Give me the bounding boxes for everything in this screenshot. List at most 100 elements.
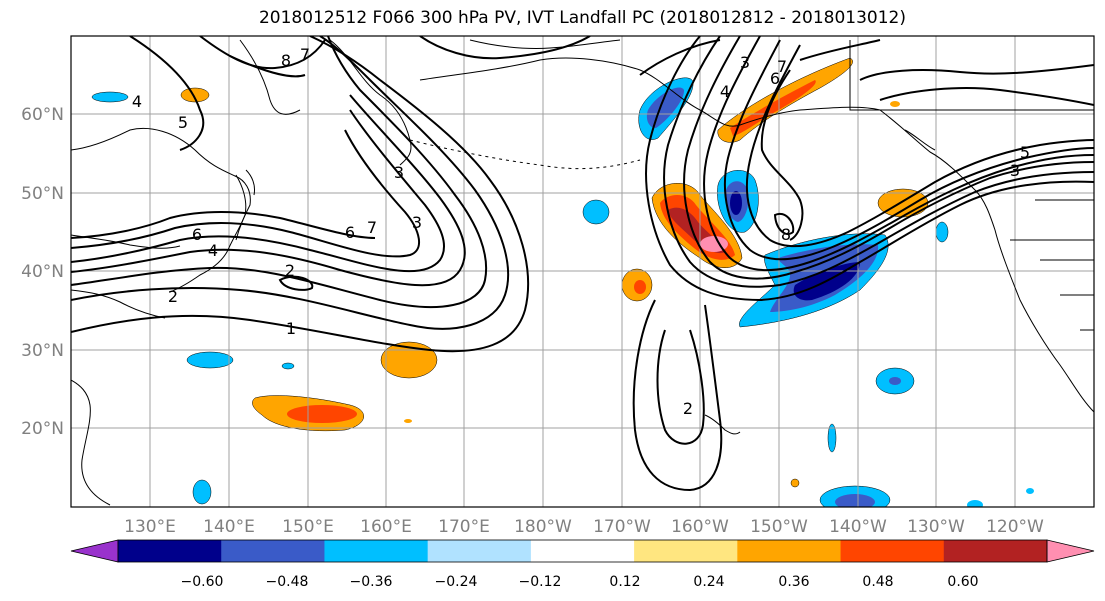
contour-trough <box>703 36 1094 272</box>
neg-anomaly-patch <box>91 91 129 103</box>
contour-ridge <box>199 36 326 70</box>
pos-anomaly-patch <box>380 341 438 379</box>
neg-anomaly-patch <box>281 362 295 370</box>
colorbar-frame <box>117 539 1048 563</box>
contour-label: 6 <box>345 223 355 242</box>
lat-tick-label: 40°N <box>21 262 64 282</box>
neg-anomaly-patch <box>186 351 234 369</box>
pos-anomaly-patch <box>180 87 210 103</box>
pos-anomaly-core <box>730 80 816 136</box>
contour-1 <box>71 36 529 353</box>
colorbar-cell <box>221 540 325 562</box>
neg-anomaly-patch <box>935 221 949 243</box>
contour-label: 4 <box>132 92 142 111</box>
contour-closed <box>773 212 795 235</box>
contour-label: 2 <box>168 287 178 306</box>
contour-trough <box>760 69 804 241</box>
ivt-contours <box>71 36 1094 492</box>
contour-label: 7 <box>777 57 787 76</box>
contour-label: 3 <box>394 163 404 182</box>
lon-tick-label: 160°E <box>360 517 412 537</box>
contour-label: 7 <box>300 45 310 64</box>
contour-trough <box>645 36 1094 302</box>
map-frame <box>70 35 1095 508</box>
contour-label: 6 <box>192 225 202 244</box>
figure-title: 2018012512 F066 300 hPa PV, IVT Landfall… <box>258 8 906 28</box>
colorbar-cell <box>737 540 842 562</box>
neg-anomaly-patch <box>827 423 837 453</box>
lon-tick-label: 170°W <box>593 517 651 537</box>
contour-trough <box>663 36 1094 288</box>
lon-tick-label: 130°E <box>124 517 176 537</box>
contour-ridge <box>639 39 721 76</box>
contour-labels: 8 7 5 4 3 6 7 3 6 4 2 2 1 2 3 7 6 4 5 3 <box>132 45 1030 418</box>
contour-trough <box>746 44 1094 248</box>
contour-label: 4 <box>720 82 730 101</box>
lon-tick-label: 170°E <box>438 517 490 537</box>
lon-tick-label: 160°W <box>671 517 729 537</box>
colorbar-tick-label: −0.12 <box>519 574 562 590</box>
colorbar-tick-label: 0.24 <box>693 574 724 590</box>
pos-anomaly-core <box>634 280 646 294</box>
pos-anomaly-patch <box>790 478 800 488</box>
colorbar-cell <box>530 540 635 562</box>
neg-anomaly-patch <box>582 199 610 225</box>
colorbar-tick-label: 0.48 <box>862 574 893 590</box>
neg-anomaly-patch <box>192 479 212 505</box>
lat-tick-label: 20°N <box>21 419 64 439</box>
contour-extension <box>656 329 705 445</box>
colorbar-ticks: −0.60 −0.48 −0.36 −0.24 −0.12 0.12 0.24 … <box>181 574 979 590</box>
colorbar-cells <box>118 540 1048 562</box>
colorbar-tick-label: −0.36 <box>350 574 393 590</box>
colorbar-cell <box>427 540 532 562</box>
contour-7 <box>71 211 376 239</box>
colorbar-cell <box>840 540 945 562</box>
lon-tick-label: 180°W <box>514 517 572 537</box>
contour-ridge <box>859 64 1094 81</box>
contour-label: 8 <box>281 51 291 70</box>
contour-label: 3 <box>1010 161 1020 180</box>
lat-tick-label: 50°N <box>21 184 64 204</box>
map-panel: 8 7 5 4 3 6 7 3 6 4 2 2 1 2 3 7 6 4 5 3 <box>21 35 1095 537</box>
graticule <box>71 36 1094 507</box>
neg-anomaly-patch <box>967 500 983 507</box>
lon-tick-label: 140°W <box>829 517 887 537</box>
contour-trough <box>683 36 1094 280</box>
lat-tick-label: 30°N <box>21 341 64 361</box>
colorbar-cell <box>943 540 1048 562</box>
neg-anomaly-core <box>835 494 875 507</box>
contour-closed <box>278 275 314 291</box>
contour-2 <box>71 36 510 330</box>
contour-ridge <box>879 87 1094 106</box>
lon-tick-label: 140°E <box>203 517 255 537</box>
colorbar-tick-label: −0.24 <box>435 574 478 590</box>
contour-label: 2 <box>683 399 693 418</box>
contour-label: 3 <box>412 213 422 232</box>
colorbar-cell <box>634 540 738 562</box>
contour-label: 6 <box>770 69 780 88</box>
lon-tick-label: 120°W <box>986 517 1044 537</box>
contour-label: 5 <box>178 113 188 132</box>
lat-tick-label: 60°N <box>21 105 64 125</box>
neg-anomaly-core <box>730 191 742 215</box>
contour-label: 1 <box>286 319 296 338</box>
contour-6 <box>71 129 420 258</box>
colorbar-cell <box>118 540 222 562</box>
contour-ridge <box>229 55 306 78</box>
lon-axis: 130°E 140°E 150°E 160°E 170°E 180°W 170°… <box>124 517 1044 537</box>
lat-axis: 60°N 50°N 40°N 30°N 20°N <box>21 105 64 439</box>
contour-label: 3 <box>740 53 750 72</box>
contour-trough <box>799 39 881 61</box>
colorbar-extend-high <box>1046 539 1095 563</box>
colorbar-extend-low <box>70 539 119 563</box>
pos-anomaly-core <box>287 405 357 423</box>
colorbar-tick-label: 0.36 <box>778 574 809 590</box>
contour-trough <box>723 39 1094 261</box>
contour-label: 2 <box>285 261 295 280</box>
lon-tick-label: 150°W <box>750 517 808 537</box>
colorbar-tick-label: 0.60 <box>947 574 978 590</box>
neg-anomaly-patch <box>1026 488 1034 494</box>
colorbar-cell <box>324 540 429 562</box>
contour-label: 7 <box>367 218 377 237</box>
